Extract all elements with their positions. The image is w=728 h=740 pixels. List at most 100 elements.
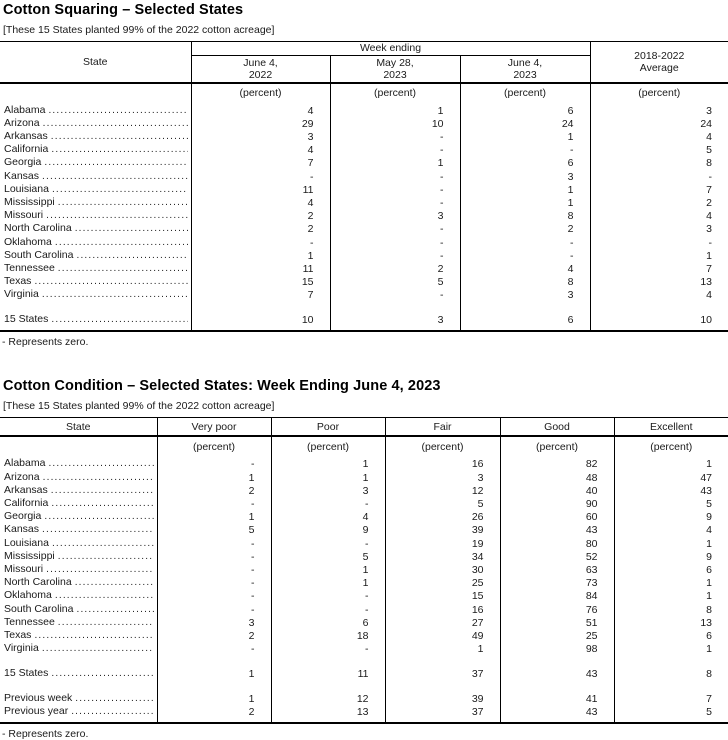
unit-cell: (percent) [613, 436, 728, 458]
value-cell: 19 [384, 536, 500, 550]
value-cell: - [329, 182, 460, 196]
value-cell: - [329, 248, 460, 262]
table-row: Arizona 1 1 3 48 47 [0, 470, 728, 484]
value-cell: - [156, 457, 271, 471]
value-cell: 3 [190, 129, 330, 144]
unit-cell: (percent) [499, 436, 614, 458]
state-cell: Mississippi [0, 196, 191, 209]
header-row: State Very poor Poor Fair Good Excellent [0, 417, 728, 438]
condition-title: Cotton Condition – Selected States: Week… [3, 378, 441, 395]
column-header-state: State [0, 417, 157, 438]
state-cell: Alabama [0, 104, 191, 117]
table-row: Kansas 5 9 39 43 4 [0, 523, 728, 537]
state-cell: Tennessee [0, 616, 157, 629]
column-header-poor: Poor [270, 417, 385, 438]
table-row: California 4 - - 5 [0, 143, 728, 157]
state-name: Arkansas [4, 483, 48, 496]
dotted-leader [51, 484, 154, 497]
value-cell: 60 [499, 510, 614, 524]
table-row: North Carolina - 1 25 73 1 [0, 576, 728, 590]
dotted-leader [42, 170, 187, 183]
state-name: Previous year [4, 704, 69, 717]
state-name: Kansas [4, 523, 40, 536]
value-cell: - [329, 222, 460, 236]
dotted-leader [43, 117, 188, 130]
value-cell: - [270, 642, 385, 656]
table-row: Alabama - 1 16 82 1 [0, 457, 728, 471]
value-cell: 11 [270, 666, 385, 681]
value-cell: 16 [384, 457, 500, 471]
dotted-leader [55, 589, 154, 602]
table-row [0, 301, 728, 314]
unit-cell: (percent) [384, 436, 500, 458]
value-cell: 1 [156, 691, 271, 705]
value-cell: 13 [270, 704, 385, 724]
value-cell: 7 [589, 261, 728, 276]
value-cell: 15 [384, 589, 500, 603]
value-cell: 6 [459, 103, 590, 117]
value-cell: 1 [613, 457, 728, 471]
state-name: Alabama [4, 103, 46, 116]
value-cell: 3 [384, 470, 500, 484]
dotted-leader [58, 196, 188, 209]
dotted-leader [71, 705, 153, 718]
state-name: Mississippi [4, 195, 55, 208]
value-cell: 24 [459, 116, 590, 130]
value-cell [384, 655, 500, 667]
value-cell: 3 [589, 103, 728, 117]
value-cell: 6 [459, 156, 590, 170]
value-cell [384, 680, 500, 692]
value-cell: 4 [190, 103, 330, 117]
value-cell: 3 [589, 222, 728, 236]
state-cell: Arizona [0, 117, 191, 130]
table-row: Texas 2 18 49 25 6 [0, 628, 728, 643]
table-row: Oklahoma - - 15 84 1 [0, 589, 728, 603]
value-cell: - [156, 496, 271, 511]
value-cell: 12 [384, 483, 500, 497]
value-cell: 37 [384, 666, 500, 681]
value-cell: 1 [270, 470, 385, 484]
table-row: Alabama 4 1 6 3 [0, 103, 728, 117]
value-cell [270, 680, 385, 692]
value-cell: 1 [613, 536, 728, 550]
value-cell: 1 [589, 248, 728, 262]
state-cell: California [0, 143, 191, 156]
value-cell: 4 [270, 510, 385, 524]
value-cell: 43 [499, 666, 614, 681]
value-cell: 6 [613, 562, 728, 577]
unit-cell: (percent) [156, 436, 271, 458]
value-cell: 11 [190, 261, 330, 276]
table-row: Oklahoma - - - - [0, 235, 728, 249]
value-cell: 1 [270, 562, 385, 577]
value-cell: 1 [459, 195, 590, 210]
value-cell: - [589, 235, 728, 249]
value-cell: - [156, 602, 271, 616]
condition-section: Cotton Condition – Selected States: Week… [0, 378, 728, 740]
column-header-very-poor: Very poor [156, 417, 271, 438]
header-row-dates: June 4, 2022 May 28, 2023 June 4, 2023 [0, 55, 728, 84]
value-cell: - [329, 288, 460, 302]
column-header-week-ending: Week ending [190, 41, 590, 56]
value-cell: 73 [499, 576, 614, 590]
column-header-excellent: Excellent [613, 417, 728, 438]
value-cell: 5 [156, 523, 271, 537]
value-cell: 7 [589, 182, 728, 196]
state-cell: Tennessee [0, 262, 191, 275]
value-cell: 25 [384, 576, 500, 590]
value-cell: - [190, 169, 330, 183]
table-row: North Carolina 2 - 2 3 [0, 222, 728, 236]
value-cell: 30 [384, 562, 500, 577]
state-name: Missouri [4, 562, 44, 575]
value-cell: 6 [270, 615, 385, 629]
dotted-leader [34, 275, 187, 288]
value-cell [156, 680, 271, 692]
table-row [0, 655, 728, 667]
value-cell [190, 301, 330, 314]
value-cell [499, 680, 614, 692]
column-header-fair: Fair [384, 417, 500, 438]
value-cell: 13 [613, 615, 728, 629]
value-cell: 4 [459, 261, 590, 276]
value-cell: 2 [156, 704, 271, 724]
state-cell: Previous year [0, 705, 157, 723]
dotted-leader [51, 143, 187, 156]
